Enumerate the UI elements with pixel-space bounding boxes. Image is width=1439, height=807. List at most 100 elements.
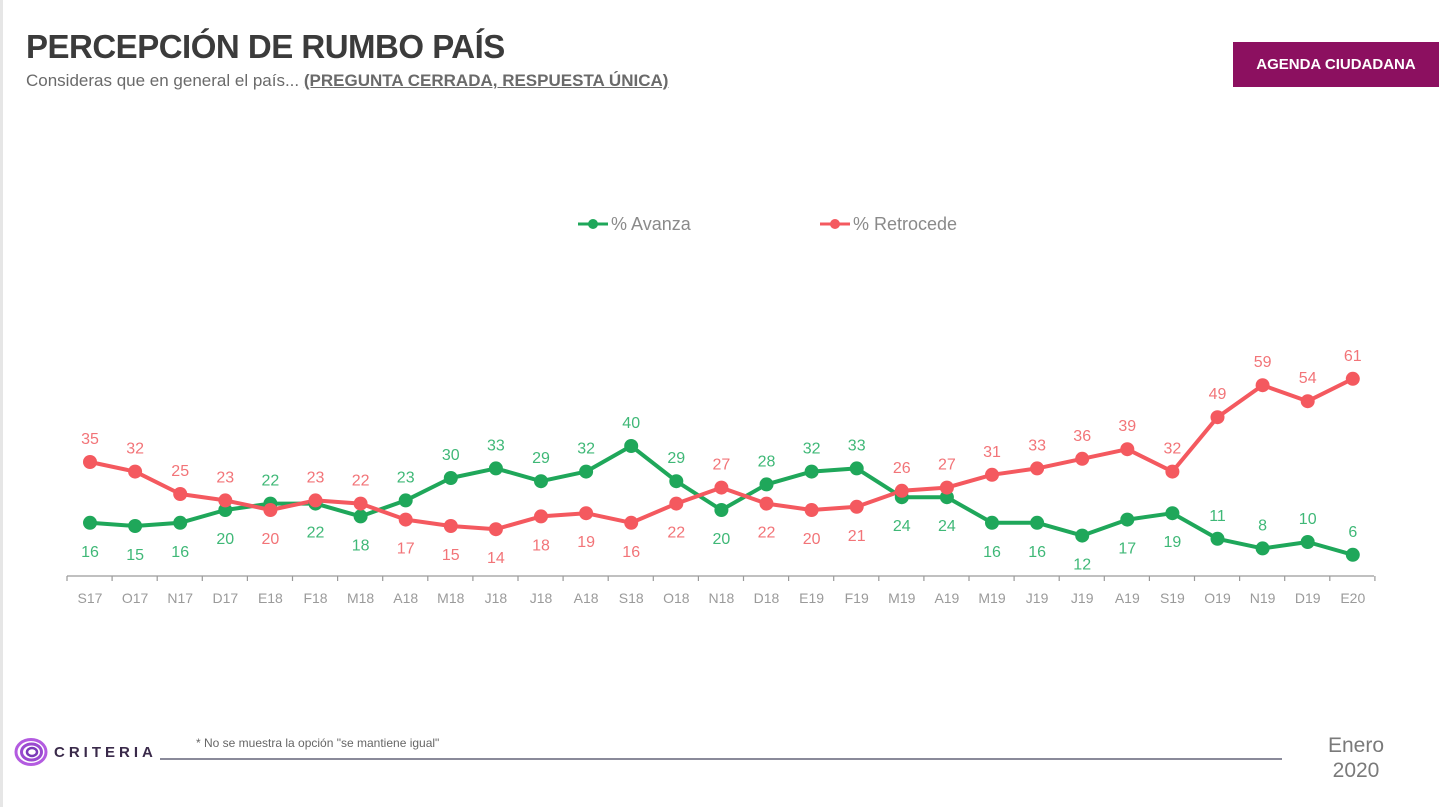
data-label-retrocede: 23 (307, 469, 325, 486)
x-tick-label: S19 (1160, 590, 1185, 606)
data-point-retrocede (759, 496, 774, 511)
data-label-retrocede: 35 (81, 431, 99, 448)
data-point-avanza (624, 439, 639, 453)
data-point-avanza (804, 464, 819, 479)
data-point-avanza (218, 503, 233, 517)
x-tick-label: J18 (485, 590, 508, 606)
line-chart: % Avanza % Retrocede S17 O17 N17 D17 E18 F18 M1… (66, 214, 1376, 606)
data-label-avanza: 40 (622, 415, 640, 432)
data-point-retrocede (128, 464, 143, 479)
agenda-ciudadana-badge: AGENDA CIUDADANA (1233, 42, 1439, 87)
data-label-retrocede: 32 (1164, 441, 1182, 458)
data-label-retrocede: 36 (1073, 428, 1091, 445)
x-tick-label: E20 (1340, 590, 1365, 606)
legend-item-avanza: % Avanza (578, 214, 692, 234)
data-point-retrocede (173, 487, 188, 501)
data-label-retrocede: 22 (758, 525, 776, 542)
data-label-avanza: 32 (803, 441, 821, 458)
criteria-logo: CRITERIA (14, 737, 157, 767)
criteria-logo-text: CRITERIA (54, 743, 157, 761)
x-tick-label: J19 (1071, 590, 1094, 606)
data-label-retrocede: 39 (1118, 418, 1136, 435)
data-label-retrocede: 22 (667, 525, 685, 542)
data-point-avanza (714, 503, 729, 517)
data-point-avanza (353, 509, 368, 524)
footer-divider (160, 758, 1282, 760)
data-point-retrocede (1030, 461, 1045, 476)
data-label-retrocede: 31 (983, 444, 1001, 461)
data-point-retrocede (849, 499, 864, 514)
data-label-avanza: 24 (938, 518, 956, 535)
data-label-retrocede: 59 (1254, 354, 1272, 371)
legend-label: % Retrocede (853, 214, 957, 234)
data-point-avanza (1165, 506, 1180, 521)
data-label-avanza: 23 (397, 469, 415, 486)
data-label-retrocede: 18 (532, 537, 550, 554)
x-tick-label: F18 (303, 590, 327, 606)
data-label-avanza: 16 (171, 544, 189, 561)
data-point-retrocede (1300, 394, 1315, 409)
report-date-year: 2020 (1332, 759, 1380, 782)
data-point-retrocede (488, 522, 503, 537)
data-label-retrocede: 15 (442, 547, 460, 564)
data-label-retrocede: 27 (713, 457, 731, 474)
data-point-avanza (579, 464, 594, 479)
data-point-retrocede (985, 467, 999, 482)
data-label-avanza: 8 (1258, 517, 1267, 534)
data-label-avanza: 19 (1164, 534, 1182, 551)
data-label-avanza: 16 (983, 544, 1001, 561)
data-point-retrocede (443, 519, 458, 533)
x-tick-label: D18 (754, 590, 780, 606)
data-label-avanza: 18 (352, 537, 370, 554)
x-tick-label: M19 (978, 590, 1005, 606)
data-label-retrocede: 54 (1299, 370, 1317, 387)
legend-label: % Avanza (611, 214, 692, 234)
data-point-avanza (1255, 541, 1270, 556)
data-label-retrocede: 20 (803, 531, 821, 548)
x-tick-label: N19 (1250, 590, 1276, 606)
criteria-logo-icon (14, 738, 48, 766)
data-point-avanza (1030, 515, 1045, 530)
data-label-retrocede: 26 (893, 460, 911, 477)
x-tick-label: D19 (1295, 590, 1321, 606)
data-point-retrocede (1165, 464, 1180, 479)
data-point-avanza (398, 493, 413, 508)
x-tick-label: J19 (1026, 590, 1049, 606)
data-label-retrocede: 21 (848, 528, 866, 545)
x-tick-label: M18 (347, 590, 374, 606)
x-tick-label: A19 (934, 590, 959, 606)
data-point-avanza (849, 461, 864, 476)
data-point-retrocede (83, 455, 97, 469)
data-point-retrocede (308, 493, 323, 508)
data-point-retrocede (263, 503, 278, 517)
data-label-retrocede: 32 (126, 441, 144, 458)
data-label-avanza: 33 (487, 437, 505, 454)
data-label-avanza: 20 (216, 531, 234, 548)
data-point-retrocede (669, 496, 684, 511)
data-point-retrocede (1345, 371, 1360, 386)
data-point-retrocede (1075, 451, 1090, 466)
data-label-retrocede: 25 (171, 463, 189, 480)
x-tick-label: M19 (888, 590, 915, 606)
data-point-avanza (1210, 531, 1225, 546)
footnote: * No se muestra la opción "se mantiene i… (196, 736, 440, 750)
data-point-retrocede (714, 480, 729, 495)
data-label-avanza: 22 (307, 525, 325, 542)
data-label-avanza: 20 (713, 531, 731, 548)
series-points (83, 371, 1360, 562)
data-label-retrocede: 14 (487, 550, 505, 567)
data-label-retrocede: 19 (577, 534, 595, 551)
data-label-avanza: 29 (532, 450, 550, 467)
data-label-avanza: 10 (1299, 511, 1317, 528)
page-title: PERCEPCIÓN DE RUMBO PAÍS (26, 28, 505, 65)
data-label-avanza: 24 (893, 518, 911, 535)
x-tick-label: D17 (212, 590, 238, 606)
legend-item-retrocede: % Retrocede (820, 214, 957, 234)
x-tick-label: A18 (393, 590, 418, 606)
x-tick-label: E18 (258, 590, 283, 606)
legend-marker-icon (588, 219, 598, 229)
data-point-avanza (128, 519, 143, 533)
x-tick-label: E19 (799, 590, 824, 606)
data-point-retrocede (804, 503, 819, 517)
data-label-avanza: 17 (1118, 541, 1136, 558)
